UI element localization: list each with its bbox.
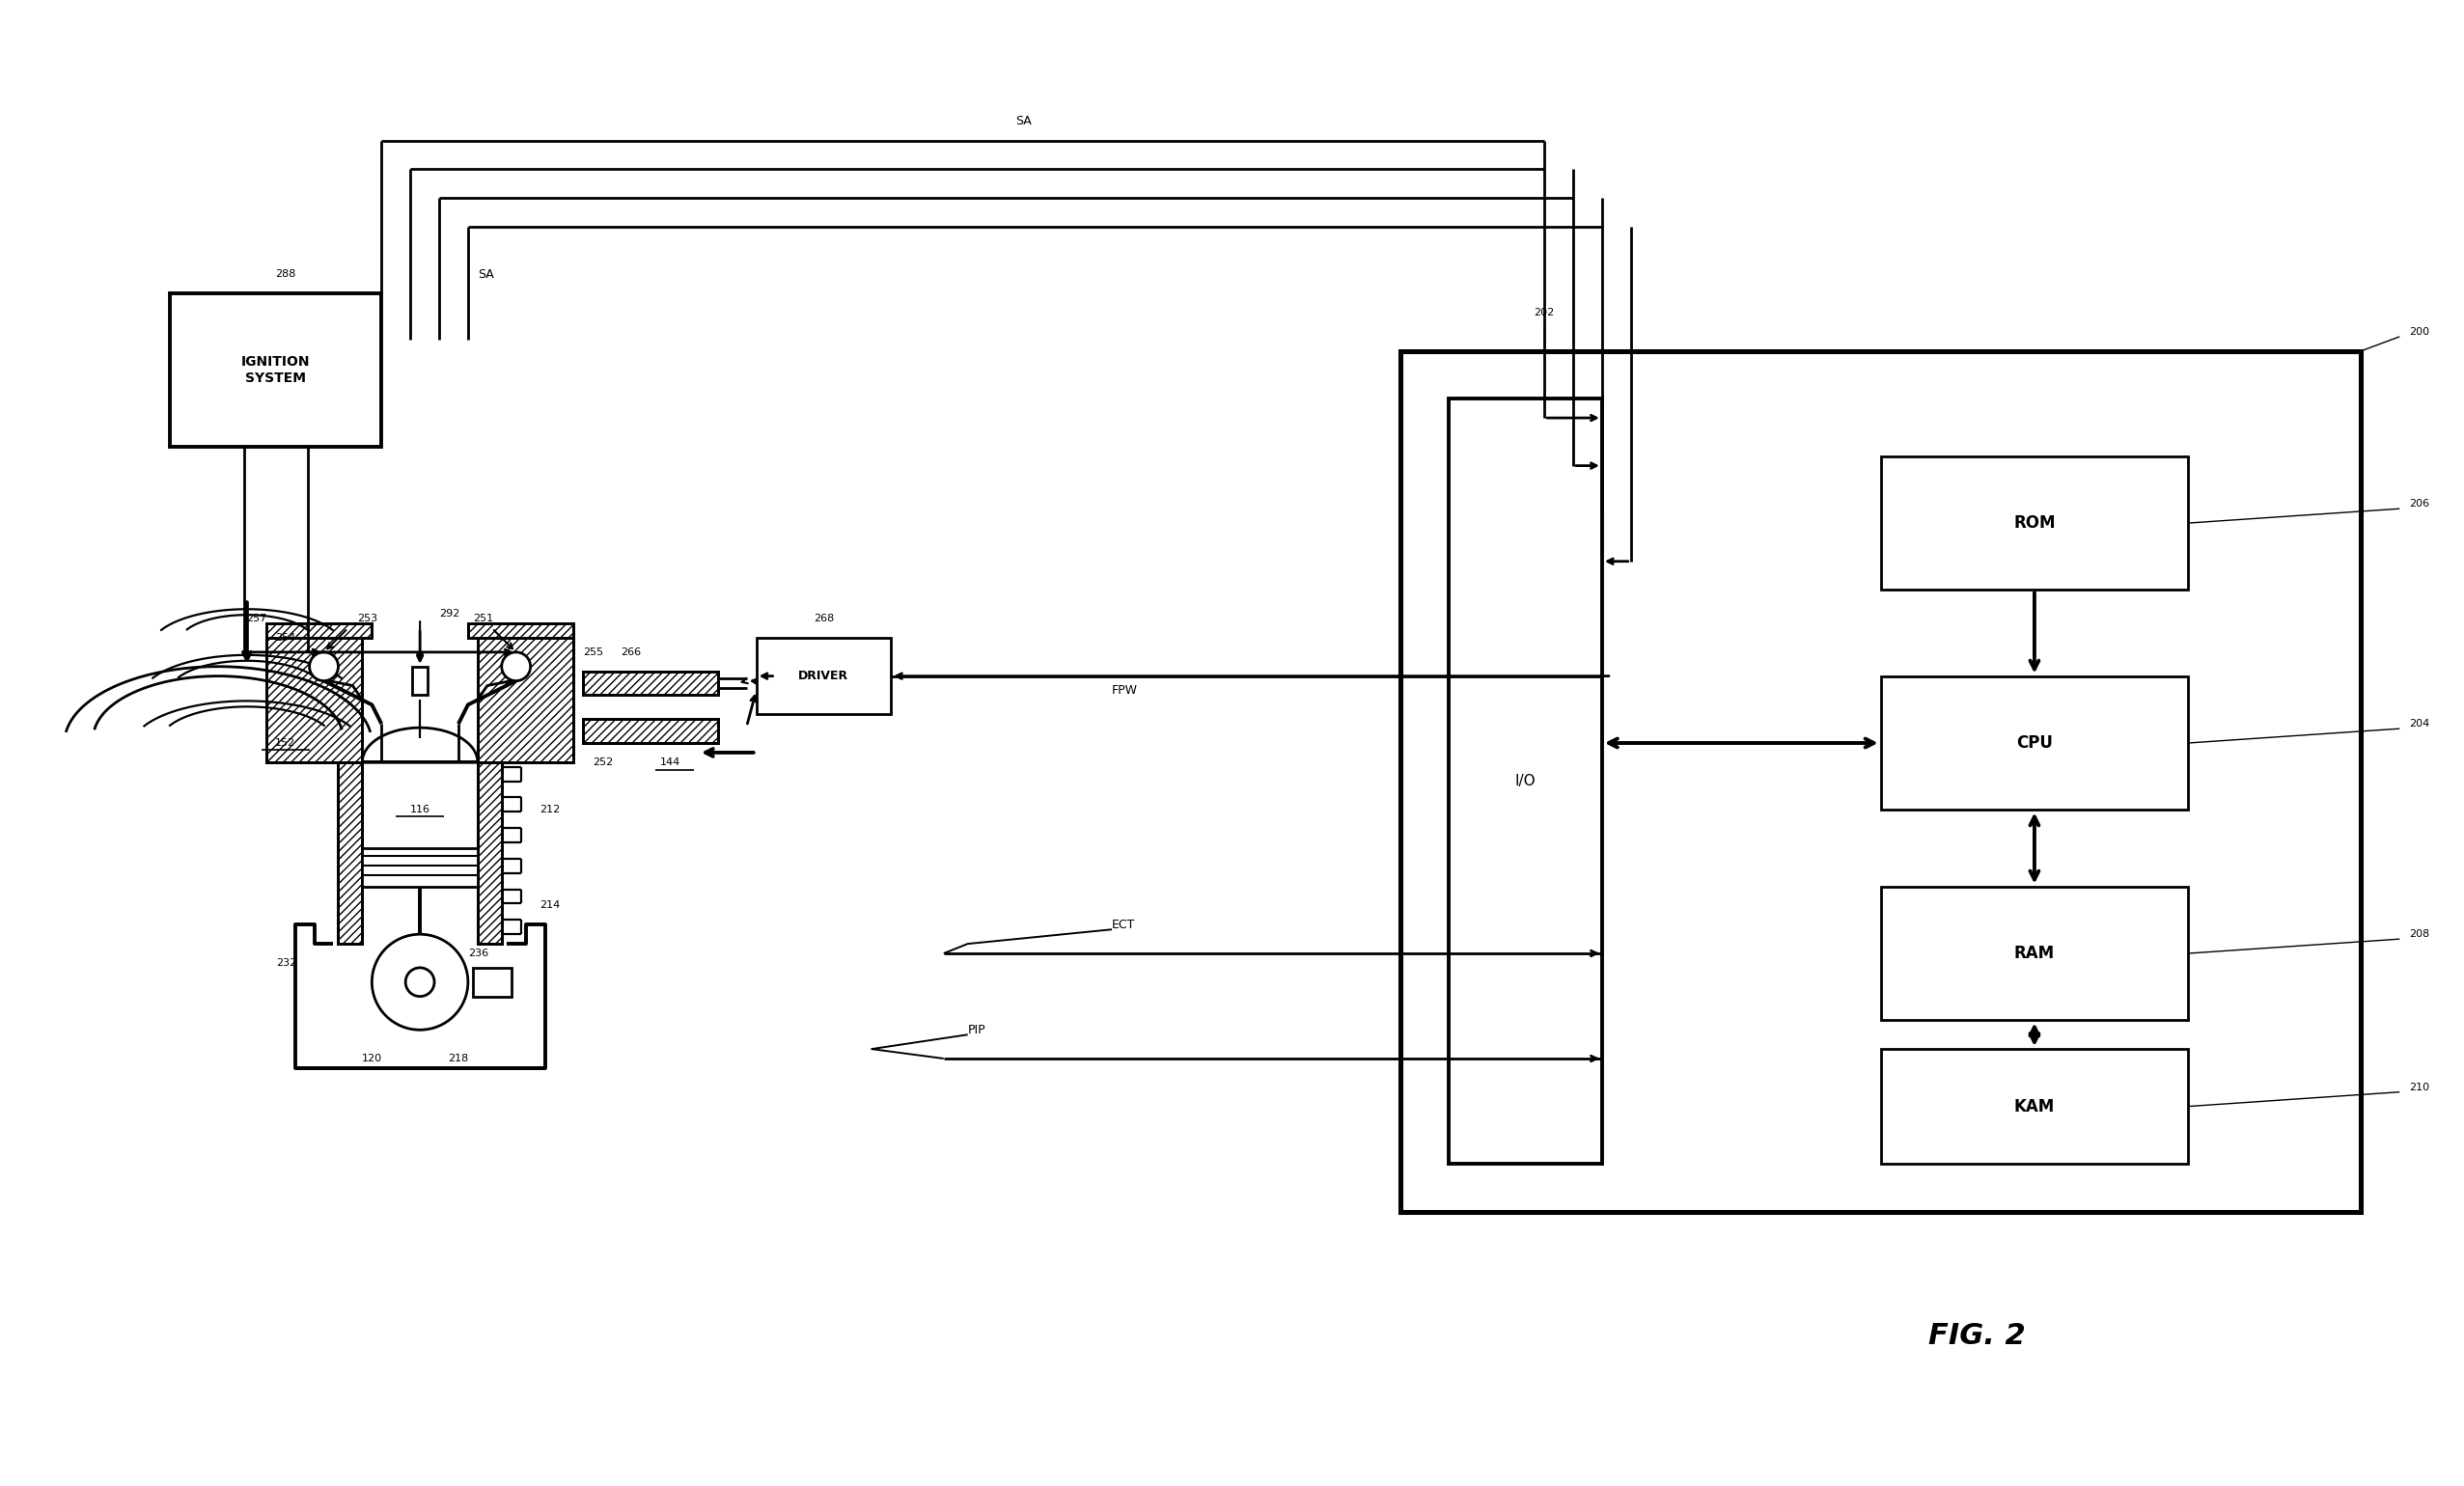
Text: IGNITION
SYSTEM: IGNITION SYSTEM	[241, 355, 310, 385]
Text: 206: 206	[2410, 499, 2430, 508]
Text: PIP: PIP	[968, 1024, 986, 1036]
Polygon shape	[468, 624, 574, 637]
Text: 252: 252	[594, 758, 614, 767]
Polygon shape	[266, 624, 372, 637]
Text: 210: 210	[2410, 1082, 2430, 1092]
Text: DRIVER: DRIVER	[798, 670, 848, 682]
Polygon shape	[362, 728, 478, 762]
Bar	[362, 849, 478, 887]
Text: SA: SA	[478, 267, 493, 281]
Bar	[756, 637, 892, 715]
Bar	[1880, 887, 2188, 1021]
Circle shape	[503, 652, 530, 681]
Text: 257: 257	[246, 614, 266, 624]
Text: 200: 200	[2410, 327, 2430, 337]
Bar	[1880, 676, 2188, 810]
Circle shape	[407, 967, 434, 997]
Polygon shape	[478, 762, 503, 944]
Text: 266: 266	[621, 648, 641, 657]
Text: ECT: ECT	[1111, 918, 1136, 930]
Circle shape	[310, 652, 338, 681]
Text: 254: 254	[276, 633, 296, 642]
Text: 208: 208	[2410, 929, 2430, 939]
Text: RAM: RAM	[2013, 945, 2055, 961]
Polygon shape	[478, 637, 574, 762]
Text: 251: 251	[473, 614, 493, 624]
Text: 116: 116	[409, 805, 431, 814]
Circle shape	[372, 935, 468, 1030]
Text: 144: 144	[660, 758, 680, 767]
Text: KAM: KAM	[2013, 1098, 2055, 1114]
Text: 268: 268	[813, 614, 833, 624]
Text: 120: 120	[362, 1054, 382, 1064]
Bar	[1449, 398, 1602, 1164]
Polygon shape	[584, 672, 717, 695]
Text: 204: 204	[2410, 719, 2430, 728]
Text: CPU: CPU	[2016, 734, 2053, 752]
Text: 292: 292	[439, 609, 461, 618]
Bar	[473, 967, 510, 997]
Text: 218: 218	[448, 1054, 468, 1064]
Text: FPW: FPW	[1111, 684, 1138, 697]
Text: 255: 255	[582, 648, 604, 657]
Polygon shape	[338, 762, 362, 944]
Text: 152: 152	[276, 739, 296, 747]
Text: ROM: ROM	[2013, 514, 2055, 532]
Text: I/O: I/O	[1515, 774, 1535, 789]
Text: 232: 232	[276, 958, 296, 967]
Bar	[1400, 351, 2361, 1211]
Text: 214: 214	[540, 901, 562, 911]
Text: 253: 253	[357, 614, 377, 624]
Text: 288: 288	[276, 269, 296, 279]
Bar	[1880, 456, 2188, 590]
Polygon shape	[266, 637, 362, 762]
Text: FIG. 2: FIG. 2	[1929, 1323, 2025, 1349]
Bar	[170, 294, 382, 447]
Text: 212: 212	[540, 805, 562, 814]
Text: SA: SA	[1015, 116, 1032, 128]
Text: 202: 202	[1535, 308, 1555, 318]
Bar	[1880, 1049, 2188, 1164]
Bar	[411, 667, 429, 695]
Text: 236: 236	[468, 948, 488, 958]
Polygon shape	[584, 719, 717, 743]
